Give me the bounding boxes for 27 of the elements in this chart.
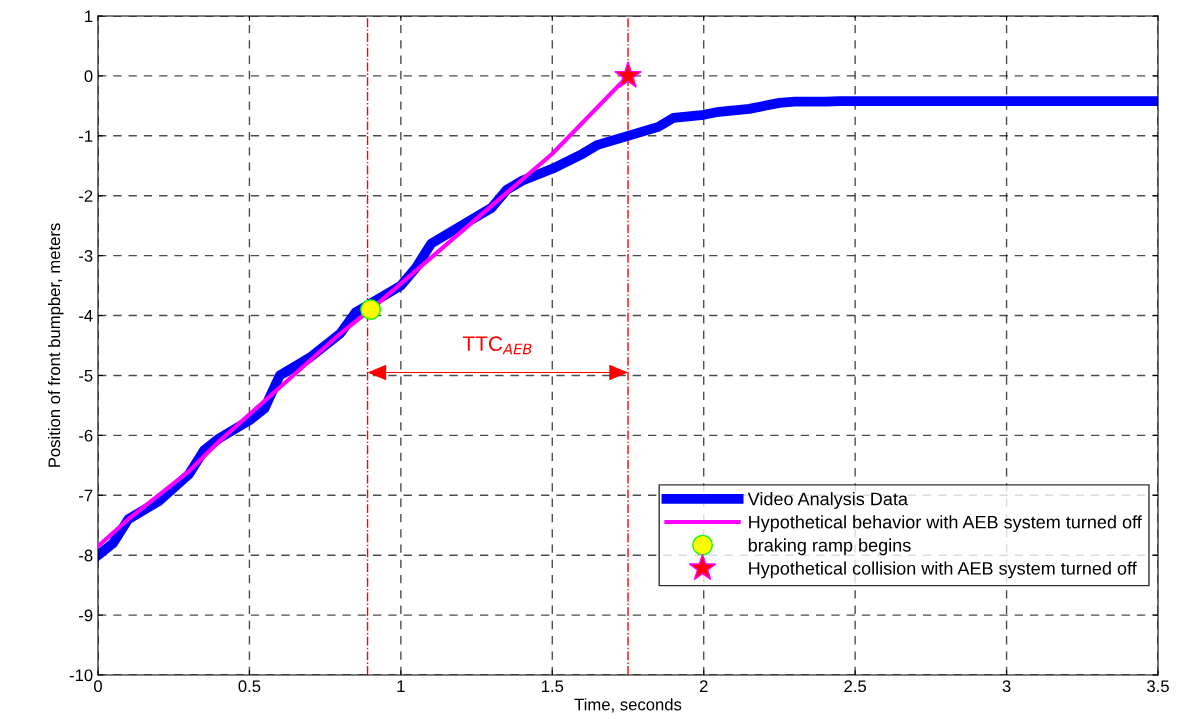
x-tick-label: 2 [699,680,708,692]
legend-label: braking ramp begins [748,538,911,556]
y-tick-label: 0 [84,70,93,83]
y-tick-label: -2 [79,190,93,202]
x-tick-label: 0 [94,680,102,693]
x-tick-label: 3 [1002,680,1011,693]
x-tick-label: 0.5 [238,680,261,693]
x-tick-label: 2.5 [844,680,867,693]
y-tick-label: 1 [85,10,93,23]
y-tick-label: -8 [79,549,93,562]
y-tick-label: -1 [79,130,93,142]
y-tick-label: -7 [79,489,93,502]
annotation: TTC$_{AEB}$ [462,336,532,355]
y-tick-label: -6 [79,429,93,442]
legend-label: Video Analysis Data [747,492,908,509]
y-tick-label: -9 [79,609,93,622]
x-tick-label: 1.5 [541,680,564,693]
y-tick-label: -10 [69,669,93,682]
x-tick-label: 3.5 [1147,680,1169,693]
legend-label: Hypothetical behavior with AEB system turned off [749,515,1142,533]
legend-label: Hypothetical collision with AEB system turned off [749,561,1137,579]
x-tick-label: 1 [397,680,405,692]
y-tick-label: -5 [79,370,93,382]
y-tick-label: -3 [79,250,93,262]
x-axis-title: Time, seconds [574,698,682,713]
y-axis-title: Position of front bumpber, meters [47,223,64,467]
y-tick-label: -4 [79,310,93,322]
